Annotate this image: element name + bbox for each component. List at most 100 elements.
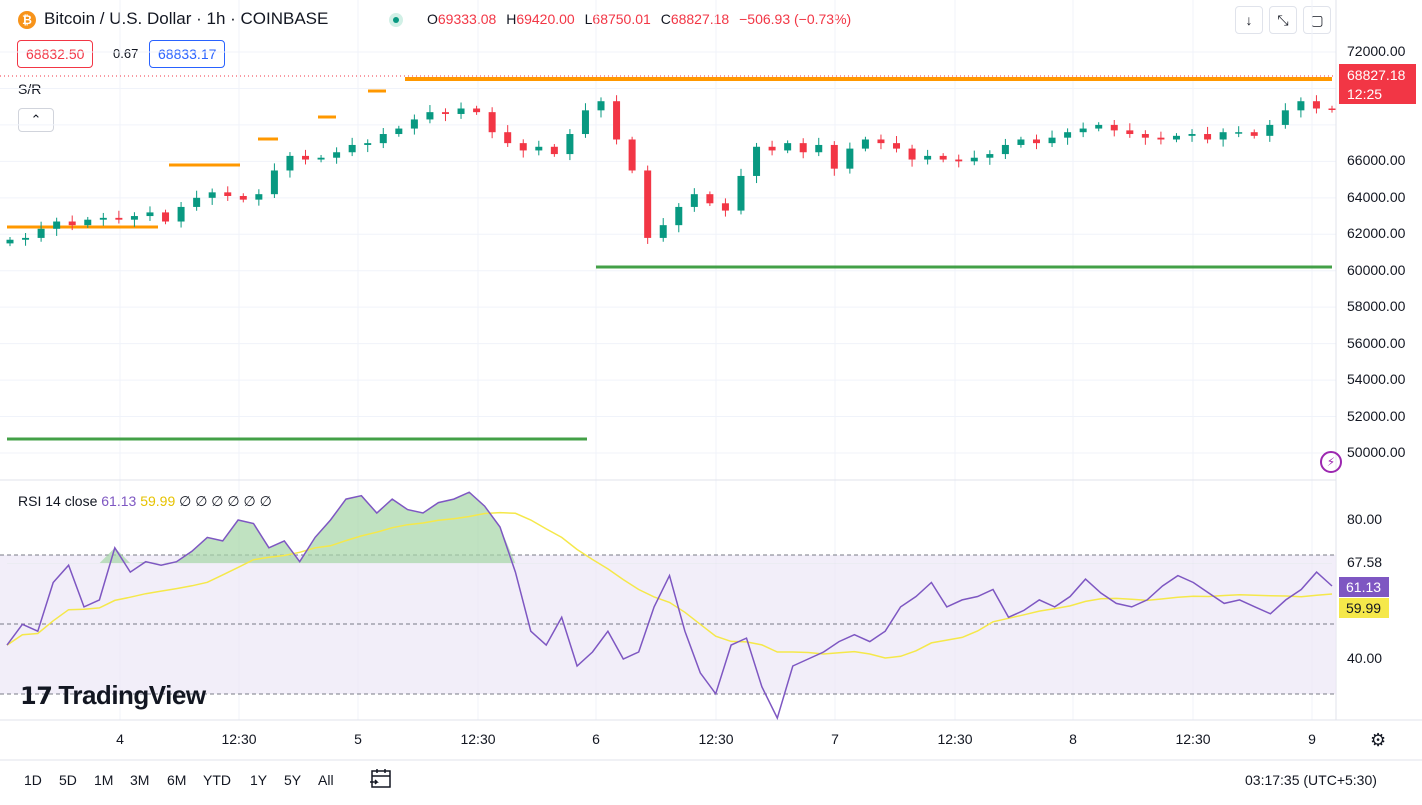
candle-body [1219,132,1227,140]
time-axis-label: 12:30 [221,731,257,747]
candle-body [1157,137,1165,140]
rsi-name: RSI 14 close [18,493,98,509]
time-axis-label: 8 [1069,731,1077,747]
range-button-5d[interactable]: 5D [59,772,77,788]
candle-body [768,146,776,151]
candle-body [644,170,652,238]
download-icon[interactable]: ↓ [1235,6,1263,34]
candle-body [379,134,387,144]
candle-body [1001,144,1009,155]
maximize-icon[interactable]: ⤡ [1269,6,1297,34]
time-axis-label: 5 [354,731,362,747]
candle-body [721,203,729,211]
settings-icon[interactable]: ⚙ [1370,730,1387,750]
rsi-line [6,491,1333,721]
bar-countdown: 12:25 [1347,86,1383,102]
candle-body [659,225,667,238]
range-button-3m[interactable]: 3M [130,772,150,788]
spread-value: 0.67 [113,46,139,61]
range-button-ytd[interactable]: YTD [203,772,231,788]
rsi-axis-label: 80.00 [1347,511,1383,527]
buy-button[interactable]: 68833.17 [149,40,226,68]
symbol-title[interactable]: Bitcoin / U.S. Dollar · 1h · COINBASE [44,9,329,28]
change-value: −506.93 (−0.73%) [739,11,852,27]
price-axis-label: 72000.00 [1347,43,1406,59]
candle-body [208,192,216,198]
open-value: 69333.08 [437,11,497,27]
candle-body [364,143,372,145]
last-price-tag: 68827.18 12:25 [1339,64,1416,104]
bitcoin-icon: ₿ [18,11,36,29]
candle-body [939,155,947,160]
range-button-1y[interactable]: 1Y [250,772,268,788]
candle-body [784,143,792,151]
candle-body [519,143,527,151]
candle-body [566,134,574,155]
candle-body [550,146,558,155]
tradingview-logo[interactable]: 𝟭𝟳 TradingView [20,680,206,711]
candle-body [504,132,512,144]
time-axis-label: 12:30 [1175,731,1211,747]
rsi-value-tag: 61.13 [1339,577,1389,597]
candle-body [473,108,481,113]
high-value: 69420.00 [516,11,575,27]
indicator-label[interactable]: S/R [18,81,42,97]
candle-body [908,148,916,160]
fullscreen-icon[interactable]: ▢ [1303,6,1331,34]
candle-body [146,212,154,217]
time-axis-label: 9 [1308,731,1316,747]
price-axis-label: 62000.00 [1347,225,1406,242]
candle-body [410,119,418,129]
candle-body [613,101,621,140]
market-status-icon[interactable] [389,13,403,27]
candle-body [193,197,201,207]
candle-body [1328,108,1336,111]
range-button-1m[interactable]: 1M [94,772,114,788]
candle-body [924,155,932,160]
candle-body [1297,101,1305,111]
candle-body [535,146,543,151]
candle-body [68,221,76,226]
candle-body [22,237,30,240]
sell-button[interactable]: 68832.50 [17,40,94,68]
lightning-icon[interactable]: ⚡ [1320,451,1342,473]
chevron-up-icon[interactable]: ⌃ [18,108,54,132]
candle-body [162,212,170,222]
date-range-icon[interactable] [369,768,393,790]
last-price-value: 68827.18 [1347,67,1406,83]
rsi-legend[interactable]: RSI 14 close 61.13 59.99 ∅ ∅ ∅ ∅ ∅ ∅ [18,493,272,510]
time-axis-label: 6 [592,731,600,747]
candle-body [348,144,356,153]
candle-body [1172,135,1180,140]
range-button-1d[interactable]: 1D [24,772,42,788]
candle-body [861,139,869,149]
range-button-all[interactable]: All [318,772,334,788]
candle-body [986,154,994,158]
candle-body [130,216,138,220]
range-button-6m[interactable]: 6M [167,772,187,788]
rsi-axis-label: 40.00 [1347,650,1383,666]
candle-body [1017,139,1025,145]
rsi-placeholders: ∅ ∅ ∅ ∅ ∅ ∅ [179,493,272,509]
candle-body [1188,134,1196,136]
low-value: 68750.01 [592,11,651,27]
clock[interactable]: 03:17:35 (UTC+5:30) [1245,772,1377,788]
candle-body [706,194,714,204]
candle-body [1064,132,1072,138]
rsi-value: 61.13 [101,493,137,509]
candle-body [37,228,45,238]
price-axis-label: 52000.00 [1347,407,1406,424]
candle-body [970,157,978,162]
candle-body [1281,110,1289,125]
candle-body [6,239,14,244]
candle-body [239,195,247,200]
candle-body [1312,101,1320,109]
time-axis-label: 12:30 [937,731,973,747]
range-button-5y[interactable]: 5Y [284,772,302,788]
price-axis-label: 58000.00 [1347,298,1406,315]
candle-body [177,206,185,222]
candle-body [333,152,341,158]
candle-body [286,155,294,171]
candle-body [893,143,901,149]
